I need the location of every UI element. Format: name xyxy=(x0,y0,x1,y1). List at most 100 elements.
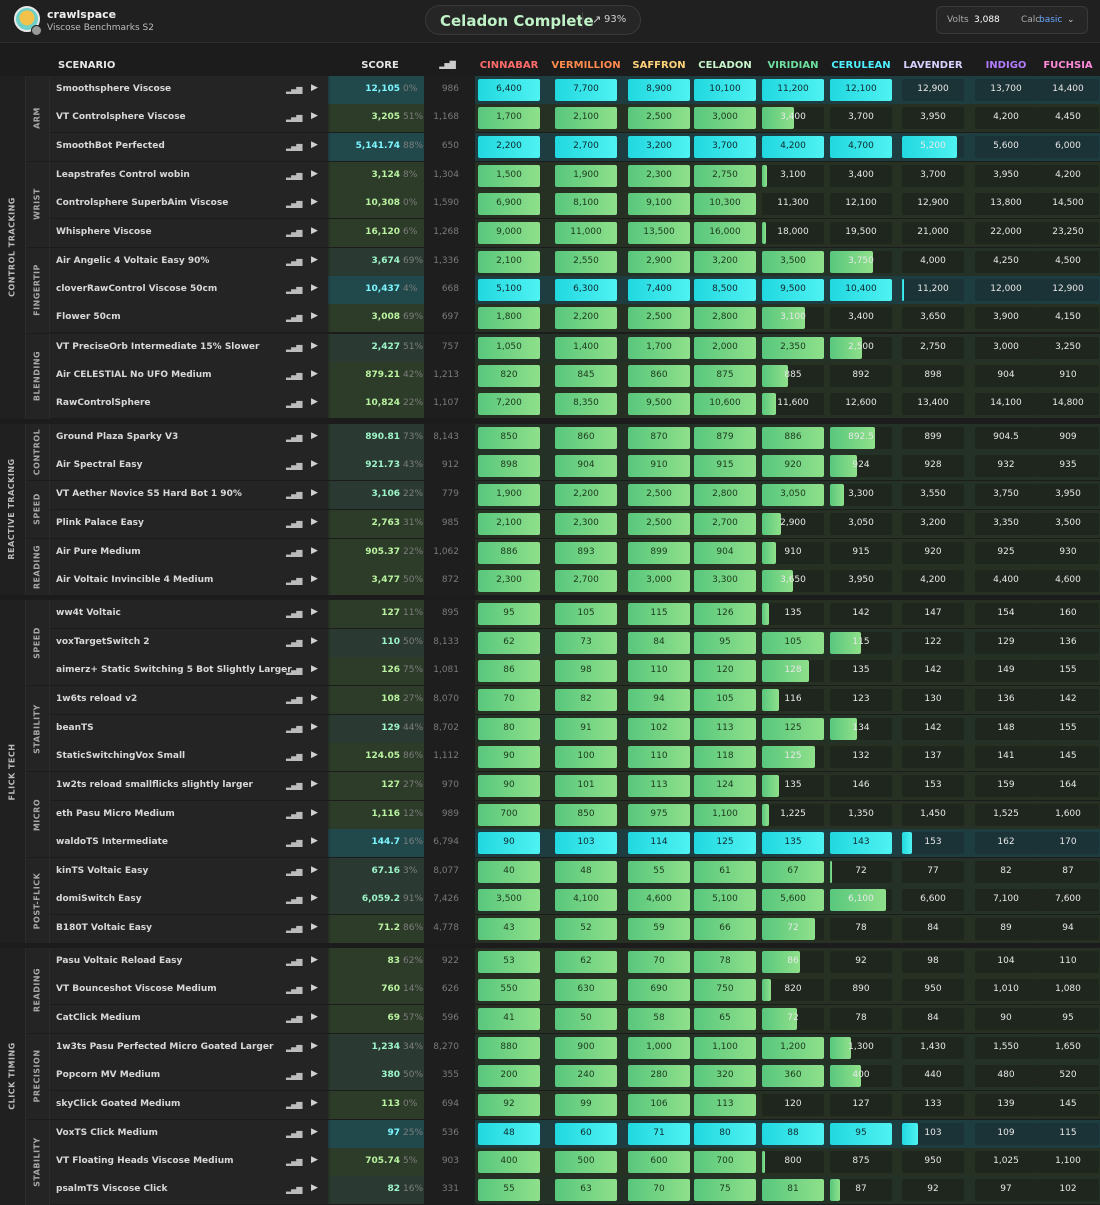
scenario-cell[interactable]: Smoothsphere Viscose ▂▄▆ ▶ xyxy=(50,76,328,104)
scenario-name[interactable]: VT Controlsphere Viscose xyxy=(56,112,186,123)
scenario-cell[interactable]: RawControlSphere ▂▄▆ ▶ xyxy=(50,390,328,419)
play-icon[interactable]: ▶ xyxy=(311,311,318,322)
signal-bars-icon[interactable]: ▂▄▆ xyxy=(286,1128,303,1138)
calc-dropdown[interactable]: basic xyxy=(1039,15,1063,25)
play-icon[interactable]: ▶ xyxy=(311,168,318,179)
play-icon[interactable]: ▶ xyxy=(311,955,318,965)
play-icon[interactable]: ▶ xyxy=(311,607,318,618)
signal-bars-icon[interactable]: ▂▄▆ xyxy=(286,227,303,237)
scenario-name[interactable]: kinTS Voltaic Easy xyxy=(56,866,149,877)
signal-bars-icon[interactable]: ▂▄▆ xyxy=(286,895,303,905)
scenario-name[interactable]: Whisphere Viscose xyxy=(56,226,152,237)
signal-bars-icon[interactable]: ▂▄▆ xyxy=(286,1013,303,1023)
scenario-cell[interactable]: Leapstrafes Control wobin ▂▄▆ ▶ xyxy=(50,161,328,190)
play-icon[interactable]: ▶ xyxy=(311,397,318,408)
signal-bars-icon[interactable]: ▂▄▆ xyxy=(286,781,303,791)
scenario-name[interactable]: CatClick Medium xyxy=(56,1012,141,1023)
scenario-name[interactable]: Flower 50cm xyxy=(56,312,121,323)
signal-bars-icon[interactable]: ▂▄▆ xyxy=(286,695,303,705)
scenario-cell[interactable]: psalmTS Viscose Click ▂▄▆ ▶ xyxy=(50,1176,328,1205)
scenario-cell[interactable]: Air Spectral Easy ▂▄▆ ▶ xyxy=(50,451,328,480)
scenario-name[interactable]: RawControlSphere xyxy=(56,398,151,409)
scenario-cell[interactable]: Air Pure Medium ▂▄▆ ▶ xyxy=(50,538,328,567)
scenario-cell[interactable]: VT Aether Novice S5 Hard Bot 1 90% ▂▄▆ ▶ xyxy=(50,481,328,510)
play-icon[interactable]: ▶ xyxy=(311,779,318,790)
play-icon[interactable]: ▶ xyxy=(311,865,318,876)
scenario-cell[interactable]: aimerz+ Static Switching 5 Bot Slightly … xyxy=(50,657,328,685)
signal-bars-icon[interactable]: ▂▄▆ xyxy=(286,460,303,470)
play-icon[interactable]: ▶ xyxy=(311,254,318,265)
play-icon[interactable]: ▶ xyxy=(311,635,318,646)
scenario-cell[interactable]: VT PreciseOrb Intermediate 15% Slower ▂▄▆… xyxy=(50,333,328,362)
signal-bars-icon[interactable]: ▂▄▆ xyxy=(286,609,303,619)
play-icon[interactable]: ▶ xyxy=(311,139,318,150)
scenario-name[interactable]: Plink Palace Easy xyxy=(56,517,144,528)
signal-bars-icon[interactable]: ▂▄▆ xyxy=(286,518,303,528)
scenario-cell[interactable]: Air Angelic 4 Voltaic Easy 90% ▂▄▆ ▶ xyxy=(50,247,328,276)
scenario-cell[interactable]: VoxTS Click Medium ▂▄▆ ▶ xyxy=(50,1119,328,1148)
scenario-cell[interactable]: VT Floating Heads Viscose Medium ▂▄▆ ▶ xyxy=(50,1148,328,1177)
play-icon[interactable]: ▶ xyxy=(311,921,318,932)
scenario-name[interactable]: psalmTS Viscose Click xyxy=(56,1184,168,1195)
scenario-name[interactable]: Popcorn MV Medium xyxy=(56,1070,161,1081)
scenario-name[interactable]: Air Angelic 4 Voltaic Easy 90% xyxy=(56,255,210,266)
signal-bars-icon[interactable]: ▂▄▆ xyxy=(286,141,303,151)
scenario-cell[interactable]: 1w3ts Pasu Perfected Micro Goated Larger… xyxy=(50,1033,328,1062)
signal-bars-icon[interactable]: ▂▄▆ xyxy=(286,867,303,877)
signal-bars-icon[interactable]: ▂▄▆ xyxy=(286,809,303,819)
scenario-name[interactable]: StaticSwitchingVox Small xyxy=(56,750,186,761)
scenario-cell[interactable]: B180T Voltaic Easy ▂▄▆ ▶ xyxy=(50,914,328,943)
scenario-cell[interactable]: 1w6ts reload v2 ▂▄▆ ▶ xyxy=(50,686,328,715)
signal-bars-icon[interactable]: ▂▄▆ xyxy=(286,576,303,586)
play-icon[interactable]: ▶ xyxy=(311,721,318,732)
signal-bars-icon[interactable]: ▂▄▆ xyxy=(286,1071,303,1081)
signal-bars-icon[interactable]: ▂▄▆ xyxy=(286,1042,303,1052)
column-header-scenario[interactable]: SCENARIO xyxy=(58,60,116,71)
play-icon[interactable]: ▶ xyxy=(311,1126,318,1137)
signal-bars-icon[interactable]: ▂▄▆ xyxy=(286,490,303,500)
scenario-cell[interactable]: Air Voltaic Invincible 4 Medium ▂▄▆ ▶ xyxy=(50,567,328,596)
scenario-name[interactable]: VT Floating Heads Viscose Medium xyxy=(56,1156,234,1167)
signal-bars-icon[interactable]: ▂▄▆ xyxy=(286,957,303,966)
scenario-name[interactable]: voxTargetSwitch 2 xyxy=(56,636,150,647)
avatar[interactable] xyxy=(14,6,40,32)
play-icon[interactable]: ▶ xyxy=(311,664,318,674)
play-icon[interactable]: ▶ xyxy=(311,693,318,704)
signal-bars-icon[interactable]: ▂▄▆ xyxy=(286,432,303,442)
play-icon[interactable]: ▶ xyxy=(311,807,318,818)
play-icon[interactable]: ▶ xyxy=(311,340,318,351)
play-icon[interactable]: ▶ xyxy=(311,458,318,469)
play-icon[interactable]: ▶ xyxy=(311,83,318,93)
play-icon[interactable]: ▶ xyxy=(311,1069,318,1080)
signal-bars-icon[interactable]: ▂▄▆ xyxy=(286,285,303,295)
scenario-name[interactable]: VT PreciseOrb Intermediate 15% Slower xyxy=(56,341,260,352)
scenario-cell[interactable]: voxTargetSwitch 2 ▂▄▆ ▶ xyxy=(50,628,328,657)
signal-bars-icon[interactable]: ▂▄▆ xyxy=(286,85,303,94)
scenario-name[interactable]: domiSwitch Easy xyxy=(56,894,142,905)
scenario-name[interactable]: B180T Voltaic Easy xyxy=(56,922,153,933)
scenario-cell[interactable]: kinTS Voltaic Easy ▂▄▆ ▶ xyxy=(50,858,328,887)
scenario-name[interactable]: Smoothsphere Viscose xyxy=(56,84,172,94)
scenario-cell[interactable]: SmoothBot Perfected ▂▄▆ ▶ xyxy=(50,132,328,161)
signal-bars-icon[interactable]: ▂▄▆ xyxy=(286,547,303,557)
scenario-name[interactable]: Air Pure Medium xyxy=(56,546,141,557)
play-icon[interactable]: ▶ xyxy=(311,749,318,760)
play-icon[interactable]: ▶ xyxy=(311,1011,318,1022)
column-header-score[interactable]: SCORE xyxy=(361,60,399,71)
scenario-name[interactable]: VT Aether Novice S5 Hard Bot 1 90% xyxy=(56,489,242,500)
scenario-cell[interactable]: eth Pasu Micro Medium ▂▄▆ ▶ xyxy=(50,800,328,829)
play-icon[interactable]: ▶ xyxy=(311,545,318,556)
signal-bars-icon[interactable]: ▂▄▆ xyxy=(286,1099,303,1109)
play-icon[interactable]: ▶ xyxy=(311,1183,318,1194)
play-icon[interactable]: ▶ xyxy=(311,574,318,585)
play-icon[interactable]: ▶ xyxy=(311,516,318,527)
scenario-name[interactable]: 1w6ts reload v2 xyxy=(56,694,138,705)
signal-bars-icon[interactable]: ▂▄▆ xyxy=(286,1185,303,1195)
play-icon[interactable]: ▶ xyxy=(311,1155,318,1166)
scenario-name[interactable]: Leapstrafes Control wobin xyxy=(56,169,190,180)
scenario-cell[interactable]: beanTS ▂▄▆ ▶ xyxy=(50,714,328,743)
scenario-name[interactable]: aimerz+ Static Switching 5 Bot Slightly … xyxy=(56,665,292,675)
scenario-cell[interactable]: cloverRawControl Viscose 50cm ▂▄▆ ▶ xyxy=(50,276,328,305)
play-icon[interactable]: ▶ xyxy=(311,369,318,379)
scenario-cell[interactable]: Plink Palace Easy ▂▄▆ ▶ xyxy=(50,509,328,538)
